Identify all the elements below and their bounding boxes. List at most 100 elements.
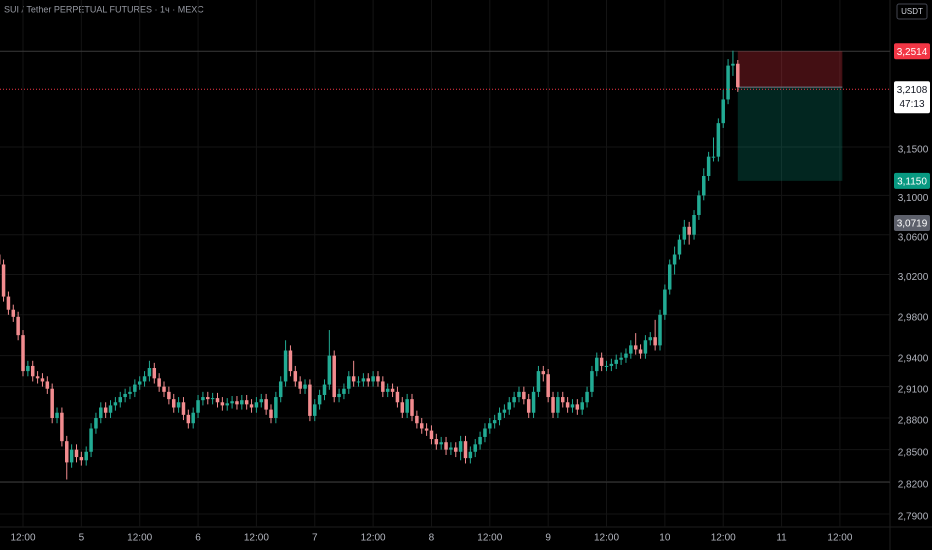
- x-tick-label: 12:00: [711, 533, 736, 544]
- candle-body: [274, 397, 278, 418]
- price-label-box: [894, 43, 930, 60]
- x-tick-label: 12:00: [361, 533, 386, 544]
- candle-body: [298, 381, 302, 389]
- candle-body: [366, 378, 370, 382]
- currency[interactable]: USDT: [901, 7, 923, 16]
- candle-body: [74, 449, 79, 458]
- candle-body: [16, 316, 20, 336]
- candle-body: [736, 63, 740, 88]
- y-tick-label: 2,7900: [898, 512, 929, 523]
- candle-body: [278, 381, 283, 398]
- candle-body: [322, 384, 327, 395]
- candle-body: [40, 378, 45, 382]
- candle-body: [103, 407, 108, 413]
- candle-body: [473, 444, 477, 452]
- candle-body: [731, 63, 735, 66]
- x-tick-label: 11: [776, 533, 787, 544]
- candle-body: [317, 394, 322, 405]
- candle-body: [347, 376, 351, 389]
- candle-body: [84, 451, 88, 461]
- candle-body: [288, 350, 293, 372]
- candle-body: [283, 350, 288, 382]
- candle-body: [667, 264, 672, 290]
- candle-body: [395, 391, 400, 403]
- candle-body: [371, 376, 375, 382]
- candle-body: [415, 415, 419, 424]
- candle-body: [230, 401, 234, 404]
- candle-body: [206, 397, 210, 400]
- candle-body: [137, 381, 142, 385]
- candle-body: [113, 402, 118, 406]
- candle-body: [351, 376, 356, 382]
- y-tick-label: 3,0600: [898, 232, 929, 243]
- candle-body: [235, 401, 239, 405]
- candle-body: [478, 436, 482, 445]
- candle-body: [210, 398, 215, 400]
- x-tick-label: 5: [79, 533, 85, 544]
- price-label-box: [894, 172, 930, 189]
- candle-body: [677, 239, 682, 255]
- candle-body: [259, 399, 264, 403]
- candle-body: [541, 371, 546, 375]
- candle-body: [55, 412, 59, 418]
- x-tick-label: 8: [429, 533, 435, 544]
- candle-body: [99, 407, 103, 418]
- x-tick-label: 12:00: [477, 533, 502, 544]
- candle-body: [546, 374, 550, 398]
- candle-body: [254, 402, 259, 408]
- candle-body: [488, 423, 492, 429]
- candle-body: [653, 337, 657, 346]
- candle-body: [439, 442, 443, 445]
- candle-body: [45, 381, 50, 389]
- x-tick-label: 12:00: [10, 533, 35, 544]
- candle-body: [176, 402, 181, 408]
- candle-body: [531, 391, 536, 413]
- candle-body: [142, 376, 147, 382]
- candle-body: [181, 402, 186, 415]
- candle-body: [434, 439, 439, 445]
- x-tick-label: 12:00: [244, 533, 269, 544]
- target-zone: [737, 87, 843, 181]
- candle-body: [726, 65, 730, 100]
- y-tick-label: 2,8200: [898, 479, 929, 490]
- currency-box[interactable]: [896, 3, 928, 20]
- candle-body: [376, 376, 380, 382]
- candle-body: [385, 388, 390, 392]
- candle-body: [69, 449, 74, 463]
- candle-body: [638, 349, 643, 354]
- candle-body: [706, 156, 711, 176]
- candle-body: [590, 371, 594, 392]
- x-tick-label: 12:00: [594, 533, 619, 544]
- candle-body: [152, 368, 157, 379]
- y-tick-label: 2,8500: [898, 447, 929, 458]
- candle-body: [424, 428, 429, 431]
- candle-body: [517, 391, 521, 398]
- candle-body: [536, 371, 541, 392]
- candle-body: [337, 393, 341, 398]
- price-label: 3,0719: [897, 219, 928, 230]
- candle-body: [332, 355, 336, 398]
- candle-body: [492, 420, 497, 424]
- candle-body: [293, 371, 298, 382]
- candle-body: [201, 397, 205, 401]
- x-tick-label: 7: [312, 533, 318, 544]
- candle-body: [133, 384, 137, 392]
- y-tick-label: 3,1500: [898, 145, 929, 156]
- candle-body: [128, 391, 132, 394]
- candle-body: [507, 402, 512, 410]
- candle-body: [658, 314, 662, 346]
- y-tick-label: 2,9100: [898, 384, 929, 395]
- y-tick-label: 2,8800: [898, 416, 929, 427]
- candle-body: [225, 403, 229, 406]
- candle-body: [643, 340, 648, 354]
- candle-body: [89, 428, 93, 452]
- chart-title: SUI / Tether PERPETUAL FUTURES · 1ч · ME…: [4, 4, 204, 14]
- candle-body: [585, 391, 589, 403]
- candle-body: [648, 337, 653, 341]
- candle-body: [449, 447, 453, 450]
- candle-body: [26, 365, 30, 372]
- candle-body: [682, 226, 687, 240]
- price-label: 3,1150: [897, 176, 927, 187]
- candle-body: [186, 414, 191, 424]
